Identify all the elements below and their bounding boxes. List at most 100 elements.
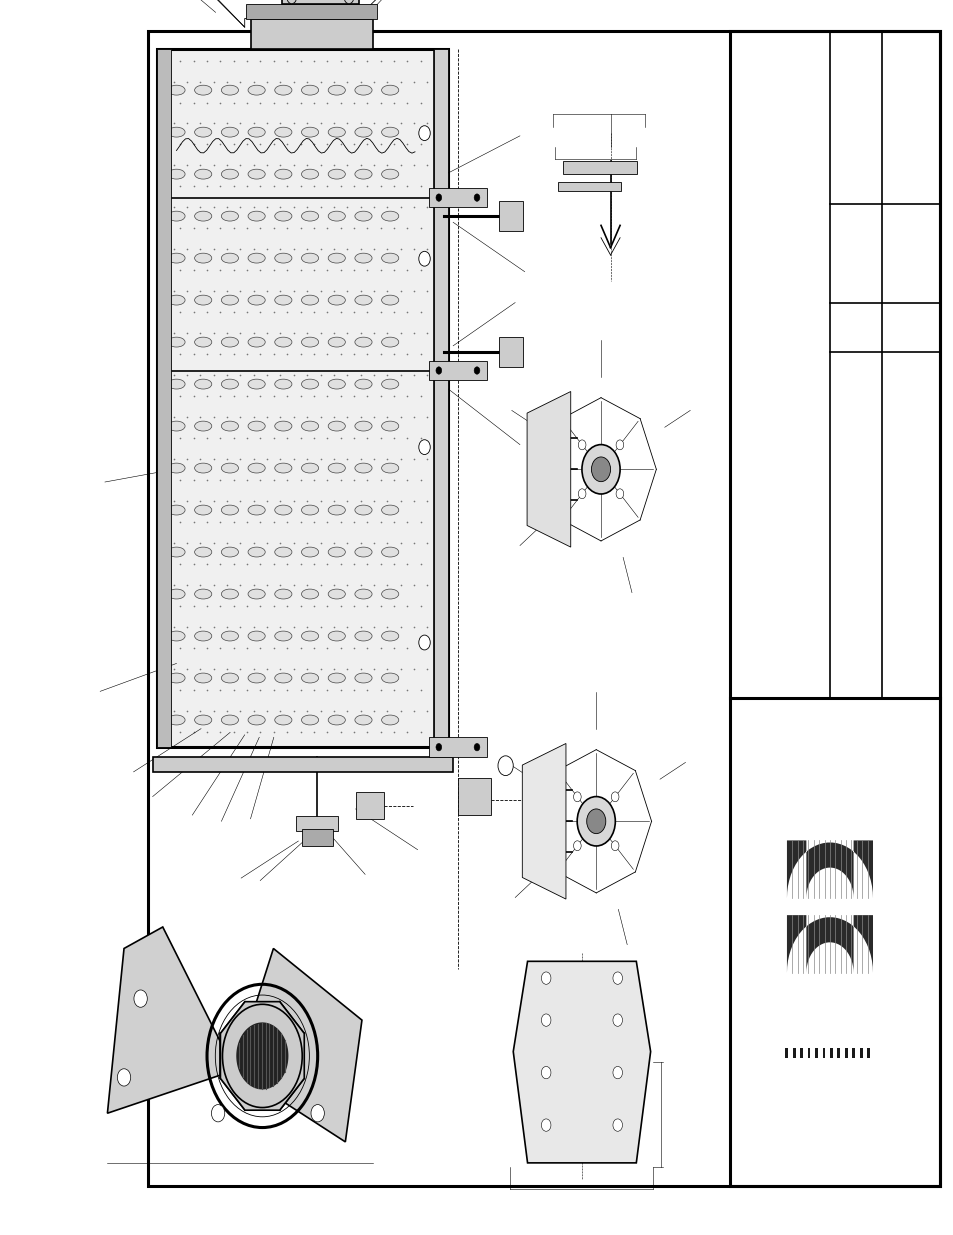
Circle shape [611,841,618,851]
Ellipse shape [248,337,265,347]
Ellipse shape [194,379,212,389]
Ellipse shape [355,169,372,179]
Ellipse shape [301,463,318,473]
Ellipse shape [301,253,318,263]
Ellipse shape [248,127,265,137]
Ellipse shape [168,253,185,263]
Ellipse shape [194,211,212,221]
Ellipse shape [168,421,185,431]
Ellipse shape [328,379,345,389]
Circle shape [541,1066,551,1079]
Ellipse shape [381,715,398,725]
Ellipse shape [194,127,212,137]
Ellipse shape [328,253,345,263]
Ellipse shape [301,211,318,221]
Ellipse shape [355,85,372,95]
Circle shape [612,972,621,984]
Ellipse shape [194,337,212,347]
Ellipse shape [355,673,372,683]
Circle shape [581,445,619,494]
Ellipse shape [168,715,185,725]
Ellipse shape [355,253,372,263]
Ellipse shape [221,463,238,473]
Circle shape [133,990,147,1008]
Bar [837,1047,840,1057]
Ellipse shape [381,589,398,599]
Ellipse shape [221,421,238,431]
Circle shape [436,367,441,374]
Ellipse shape [274,337,292,347]
Ellipse shape [274,253,292,263]
Ellipse shape [381,127,398,137]
Ellipse shape [168,337,185,347]
Ellipse shape [221,295,238,305]
Ellipse shape [274,127,292,137]
Ellipse shape [355,295,372,305]
Ellipse shape [301,589,318,599]
Ellipse shape [328,715,345,725]
Circle shape [611,792,618,802]
Ellipse shape [355,463,372,473]
Bar [784,1047,787,1057]
Ellipse shape [248,379,265,389]
Polygon shape [234,948,361,1142]
Ellipse shape [301,85,318,95]
Ellipse shape [328,169,345,179]
Bar [148,31,939,1186]
Ellipse shape [274,421,292,431]
Ellipse shape [381,211,398,221]
Ellipse shape [248,463,265,473]
Circle shape [311,1104,324,1121]
Bar [246,4,377,19]
Ellipse shape [248,253,265,263]
Polygon shape [786,841,872,898]
Ellipse shape [301,379,318,389]
Ellipse shape [221,547,238,557]
Bar [800,1047,802,1057]
Bar [558,182,620,191]
Ellipse shape [274,715,292,725]
Ellipse shape [221,589,238,599]
Ellipse shape [355,421,372,431]
Bar [251,19,373,49]
Ellipse shape [328,127,345,137]
Circle shape [578,489,585,499]
Circle shape [287,0,296,4]
Circle shape [497,756,513,776]
Ellipse shape [248,169,265,179]
Polygon shape [526,391,570,547]
Ellipse shape [168,631,185,641]
Circle shape [474,743,479,751]
Ellipse shape [221,505,238,515]
Circle shape [541,972,551,984]
Ellipse shape [328,421,345,431]
Ellipse shape [221,337,238,347]
Polygon shape [786,915,872,973]
Ellipse shape [381,85,398,95]
Circle shape [541,1014,551,1026]
Ellipse shape [221,715,238,725]
Bar [498,337,522,367]
Ellipse shape [355,589,372,599]
Circle shape [418,635,430,650]
Ellipse shape [355,505,372,515]
Ellipse shape [168,169,185,179]
Ellipse shape [248,589,265,599]
Ellipse shape [194,295,212,305]
Bar [844,1047,847,1057]
Ellipse shape [301,295,318,305]
Circle shape [616,440,623,450]
Bar [282,0,358,4]
Circle shape [612,1014,621,1026]
Circle shape [612,1119,621,1131]
Ellipse shape [274,673,292,683]
Circle shape [612,1066,621,1079]
Bar [851,1047,854,1057]
Ellipse shape [301,547,318,557]
Ellipse shape [355,211,372,221]
Ellipse shape [274,547,292,557]
Circle shape [541,1119,551,1131]
Bar [152,757,453,772]
Ellipse shape [168,295,185,305]
Ellipse shape [301,421,318,431]
